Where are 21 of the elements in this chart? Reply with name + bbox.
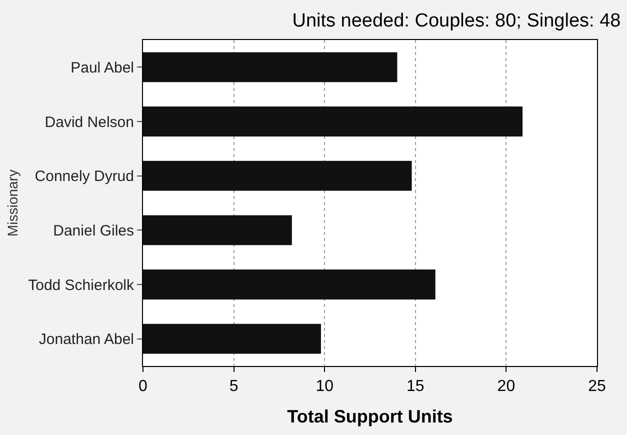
bar	[143, 160, 412, 191]
y-tick-label: David Nelson	[44, 114, 134, 131]
x-tick-label: 0	[138, 378, 148, 396]
y-tick-label: Jonathan Abel	[38, 331, 134, 348]
y-tick-label: Paul Abel	[70, 59, 134, 76]
x-tick-label: 20	[497, 378, 516, 396]
y-tick-label: Connely Dyrud	[34, 168, 134, 186]
bar	[143, 215, 292, 246]
y-tick-label: Daniel Giles	[53, 222, 134, 240]
x-tick-label: 5	[229, 378, 238, 396]
y-tick-label: Todd Schierkolk	[28, 276, 134, 294]
x-tick-label: 15	[406, 378, 424, 396]
bar	[143, 270, 436, 300]
chart-title: Units needed: Couples: 80; Singles: 48	[292, 10, 621, 32]
x-tick-label: 25	[588, 378, 606, 396]
x-tick-label: 10	[316, 378, 334, 396]
bar	[143, 106, 523, 136]
bar	[143, 324, 321, 354]
x-axis-title: Total Support Units	[287, 406, 453, 426]
bar	[143, 52, 398, 82]
y-axis-title: Missionary	[4, 170, 21, 236]
